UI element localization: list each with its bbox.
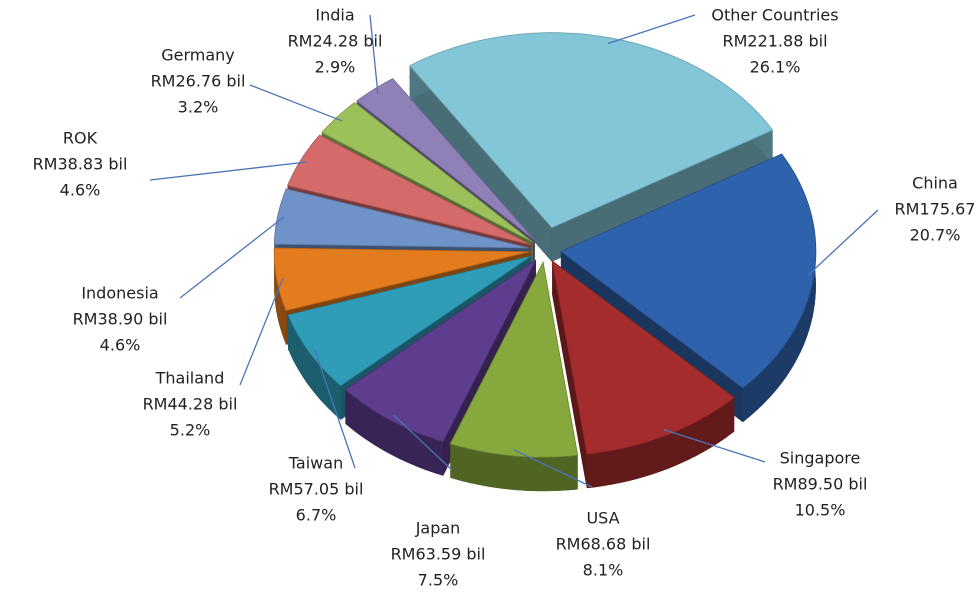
slice-side <box>274 248 287 345</box>
slice-percent: 20.7% <box>910 226 961 245</box>
slice <box>287 255 532 387</box>
slice-label: Indonesia <box>81 284 158 303</box>
slice-percent: 4.6% <box>60 181 101 200</box>
slice-side <box>551 130 773 262</box>
leader-line <box>369 14 379 94</box>
slice-label: Taiwan <box>288 454 343 473</box>
leader-line <box>179 216 284 299</box>
slice <box>273 188 530 249</box>
slice-percent: 4.6% <box>100 336 141 355</box>
slice-amount: RM68.68 bil <box>556 535 651 554</box>
slice-amount: RM221.88 bil <box>722 32 827 51</box>
slice-side <box>345 389 444 476</box>
slice-side <box>288 315 341 420</box>
slice <box>449 260 579 458</box>
slice-label: Thailand <box>155 369 225 388</box>
leader-line <box>249 84 343 122</box>
slice-label: USA <box>586 509 619 528</box>
slice-label: China <box>912 174 958 193</box>
slice-amount: RM38.90 bil <box>73 310 168 329</box>
slice-label: India <box>315 6 354 25</box>
slice-side <box>586 397 735 489</box>
slice-percent: 3.2% <box>178 98 219 117</box>
slice-percent: 8.1% <box>583 561 624 580</box>
slice-label: Germany <box>161 46 235 65</box>
slice-side <box>552 260 587 489</box>
slice-amount: RM57.05 bil <box>269 480 364 499</box>
slice-amount: RM26.76 bil <box>151 72 246 91</box>
slice-side <box>450 443 578 492</box>
slice-label: Other Countries <box>711 6 838 25</box>
slice <box>560 153 817 389</box>
leader-line <box>149 161 307 181</box>
leader-line <box>807 209 879 276</box>
leader-line <box>513 449 593 488</box>
leader-line <box>314 349 356 469</box>
slice-label: ROK <box>63 129 98 148</box>
slice <box>321 102 533 243</box>
slice-amount: RM175.67 <box>895 200 976 219</box>
slice-percent: 7.5% <box>418 571 459 590</box>
slice-percent: 10.5% <box>795 501 846 520</box>
slice-percent: 26.1% <box>750 58 801 77</box>
slice <box>551 259 735 455</box>
slice <box>273 247 530 312</box>
slice-amount: RM24.28 bil <box>288 32 383 51</box>
slice-percent: 2.9% <box>315 58 356 77</box>
leader-line <box>663 429 766 463</box>
slice-amount: RM89.50 bil <box>773 475 868 494</box>
slice-label: Singapore <box>780 449 861 468</box>
leader-line <box>393 414 453 471</box>
slice-percent: 6.7% <box>296 506 337 525</box>
slice <box>409 32 774 229</box>
slice-percent: 5.2% <box>170 421 211 440</box>
leader-line <box>239 278 284 386</box>
slice-side <box>742 154 816 423</box>
slice <box>287 134 531 246</box>
slice-amount: RM44.28 bil <box>143 395 238 414</box>
slice-side <box>409 65 552 262</box>
slice-label: Japan <box>415 519 461 538</box>
slice-amount: RM38.83 bil <box>33 155 128 174</box>
slice <box>356 78 536 241</box>
leader-line <box>607 14 696 45</box>
slice-amount: RM63.59 bil <box>391 545 486 564</box>
slice <box>344 259 537 443</box>
